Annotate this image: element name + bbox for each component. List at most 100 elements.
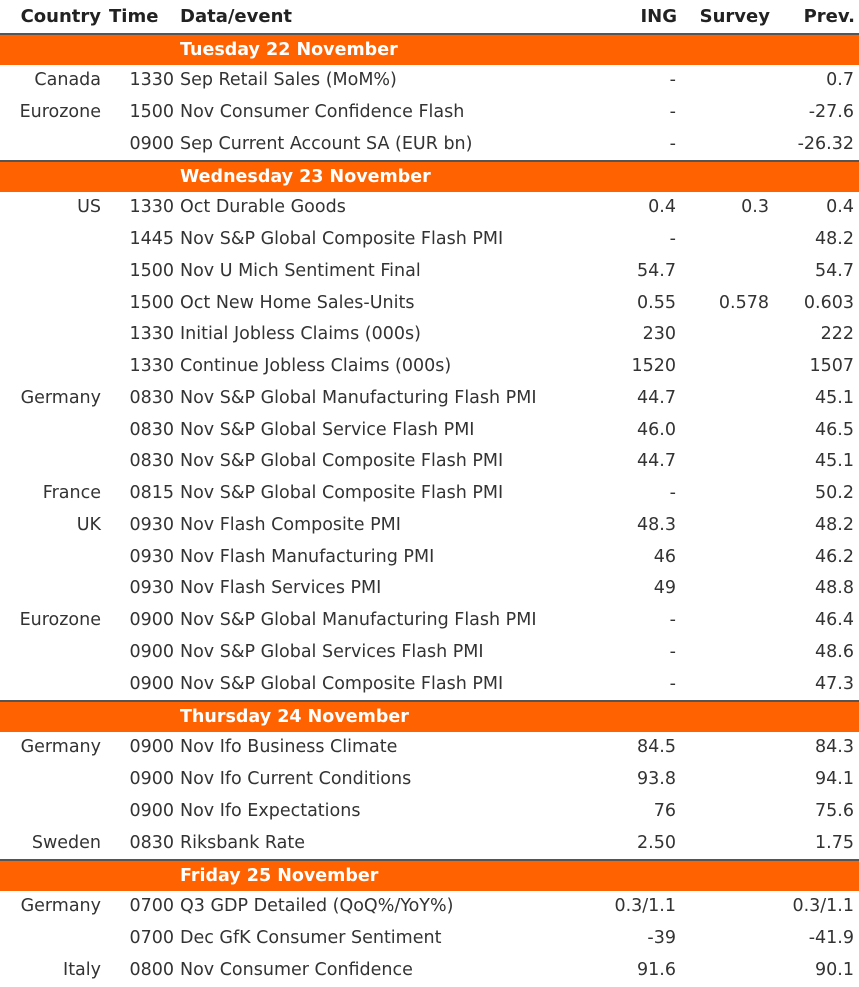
cell-event: Nov Flash Manufacturing PMI bbox=[180, 546, 435, 567]
table-row: 0900 Nov S&P Global Composite Flash PMI - 4… bbox=[0, 669, 859, 702]
table-row: 0900 Nov Ifo Current Conditions 93.8 94.1 bbox=[0, 764, 859, 796]
table-row: US 1330 Oct Durable Goods 0.4 0.3 0.4 bbox=[0, 192, 859, 224]
cell-event: Sep Retail Sales (MoM%) bbox=[180, 70, 397, 90]
cell-country bbox=[0, 319, 107, 351]
cell-country bbox=[0, 351, 107, 383]
cell-event: Nov Flash Composite PMI bbox=[180, 514, 401, 535]
cell-prev: 84.3 bbox=[815, 737, 854, 758]
table-row: Canada 1330 Sep Retail Sales (MoM%) - 0.7 bbox=[0, 65, 859, 97]
cell-prev: 54.7 bbox=[815, 260, 854, 281]
cell-survey: 0.578 bbox=[718, 292, 769, 313]
table-row: 1330 Initial Jobless Claims (000s) 230 222 bbox=[0, 319, 859, 351]
cell-time: 0830 bbox=[129, 419, 174, 440]
day-label: Thursday 24 November bbox=[177, 701, 859, 733]
cell-event: Nov S&P Global Composite Flash PMI bbox=[180, 673, 504, 694]
cell-prev: 0.3/1.1 bbox=[792, 896, 854, 917]
cell-prev: 48.6 bbox=[815, 641, 854, 662]
cell-time: 0900 bbox=[129, 641, 174, 662]
cell-time: 0900 bbox=[129, 133, 174, 154]
cell-ing: - bbox=[669, 229, 676, 249]
table-row: 0830 Nov S&P Global Composite Flash PMI 44… bbox=[0, 446, 859, 478]
day-label: Tuesday 22 November bbox=[177, 34, 859, 65]
header-row: Country Time Data/event ING Survey Prev. bbox=[0, 0, 859, 34]
cell-country: France bbox=[42, 483, 101, 503]
cell-country: Germany bbox=[20, 737, 101, 758]
cell-country bbox=[0, 796, 107, 828]
cell-ing: 230 bbox=[642, 324, 676, 345]
day-label: Friday 25 November bbox=[177, 860, 859, 892]
cell-survey bbox=[681, 573, 774, 605]
header-time: Time bbox=[109, 6, 159, 27]
header-survey: Survey bbox=[699, 6, 770, 27]
cell-country: US bbox=[77, 197, 101, 218]
cell-time: 1330 bbox=[129, 70, 174, 90]
cell-prev: 46.5 bbox=[815, 419, 854, 440]
cell-country bbox=[0, 923, 107, 955]
cell-survey bbox=[681, 669, 774, 702]
cell-ing: 44.7 bbox=[637, 451, 676, 472]
table-row: 1330 Continue Jobless Claims (000s) 1520 15… bbox=[0, 351, 859, 383]
cell-event: Nov Ifo Current Conditions bbox=[180, 769, 412, 789]
cell-country: Germany bbox=[20, 387, 101, 408]
table-row: UK 0930 Nov Flash Composite PMI 48.3 48.2 bbox=[0, 510, 859, 542]
cell-event: Nov S&P Global Manufacturing Flash PMI bbox=[180, 387, 537, 408]
cell-country: Germany bbox=[20, 896, 101, 917]
cell-event: Nov U Mich Sentiment Final bbox=[180, 260, 421, 281]
cell-country bbox=[0, 637, 107, 669]
cell-survey bbox=[681, 796, 774, 828]
header-country: Country bbox=[20, 6, 101, 27]
table-row: Germany 0830 Nov S&P Global Manufacturing … bbox=[0, 383, 859, 415]
cell-ing: 46 bbox=[653, 546, 676, 567]
cell-ing: 0.55 bbox=[637, 292, 676, 313]
cell-ing: - bbox=[669, 610, 676, 630]
cell-prev: 94.1 bbox=[815, 769, 854, 789]
cell-ing: - bbox=[669, 133, 676, 154]
cell-event: Sep Current Account SA (EUR bn) bbox=[180, 133, 473, 154]
cell-ing: - bbox=[669, 483, 676, 503]
cell-survey bbox=[681, 828, 774, 861]
cell-ing: 44.7 bbox=[637, 387, 676, 408]
table-row: 0900 Nov Ifo Expectations 76 75.6 bbox=[0, 796, 859, 828]
cell-survey bbox=[681, 923, 774, 955]
table-row: Eurozone 1500 Nov Consumer Confidence Flas… bbox=[0, 97, 859, 129]
cell-country bbox=[0, 764, 107, 796]
calendar-body: Tuesday 22 November Canada 1330 Sep Retail … bbox=[0, 34, 859, 987]
cell-time: 0930 bbox=[129, 514, 174, 535]
cell-event: Nov Consumer Confidence Flash bbox=[180, 101, 465, 122]
cell-prev: 75.6 bbox=[815, 800, 854, 821]
table-row: Italy 0800 Nov Consumer Confidence 91.6 90.1 bbox=[0, 955, 859, 987]
cell-event: Nov S&P Global Composite Flash PMI bbox=[180, 483, 504, 503]
cell-country: Sweden bbox=[31, 832, 101, 853]
cell-survey bbox=[681, 510, 774, 542]
cell-event: Nov S&P Global Service Flash PMI bbox=[180, 419, 475, 440]
cell-survey bbox=[681, 446, 774, 478]
header-ing: ING bbox=[640, 6, 677, 27]
cell-time: 0930 bbox=[129, 578, 174, 599]
cell-event: Nov S&P Global Composite Flash PMI bbox=[180, 229, 504, 249]
cell-country: Eurozone bbox=[19, 610, 101, 630]
cell-time: 0700 bbox=[129, 896, 174, 917]
day-header-spacer bbox=[0, 860, 177, 892]
cell-event: Nov Consumer Confidence bbox=[180, 959, 413, 980]
cell-event: Oct New Home Sales-Units bbox=[180, 292, 415, 313]
cell-time: 0815 bbox=[129, 483, 174, 503]
cell-ing: 48.3 bbox=[637, 514, 676, 535]
cell-event: Nov Ifo Expectations bbox=[180, 800, 361, 821]
cell-country bbox=[0, 446, 107, 478]
cell-time: 1445 bbox=[129, 229, 174, 249]
cell-prev: 45.1 bbox=[815, 387, 854, 408]
cell-event: Riksbank Rate bbox=[180, 832, 306, 853]
cell-prev: -27.6 bbox=[808, 101, 854, 122]
cell-prev: 48.8 bbox=[815, 578, 854, 599]
cell-time: 0830 bbox=[129, 387, 174, 408]
cell-survey bbox=[681, 224, 774, 256]
cell-ing: 54.7 bbox=[637, 260, 676, 281]
cell-time: 0830 bbox=[129, 832, 174, 853]
cell-ing: 0.3/1.1 bbox=[614, 896, 676, 917]
cell-prev: 222 bbox=[820, 324, 854, 345]
cell-prev: -41.9 bbox=[808, 928, 854, 948]
cell-ing: -39 bbox=[647, 928, 676, 948]
cell-event: Q3 GDP Detailed (QoQ%/YoY%) bbox=[180, 896, 454, 917]
cell-ing: 2.50 bbox=[637, 832, 676, 853]
cell-country bbox=[0, 224, 107, 256]
